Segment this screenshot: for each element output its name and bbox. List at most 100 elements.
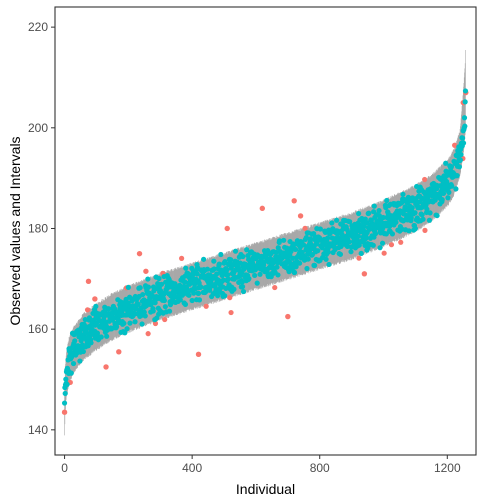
observed-point <box>372 231 379 237</box>
observed-point <box>61 400 68 406</box>
observed-point <box>332 246 338 253</box>
observed-point <box>64 381 70 388</box>
observed-point <box>366 226 372 233</box>
observed-point <box>426 217 433 223</box>
outside-point <box>152 320 159 327</box>
observed-point <box>297 260 303 266</box>
observed-point <box>376 208 382 214</box>
observed-point <box>419 212 425 218</box>
observed-point <box>93 303 99 309</box>
observed-point <box>462 88 469 94</box>
observed-point <box>377 245 383 251</box>
outside-point <box>203 303 209 309</box>
outside-point <box>259 205 266 212</box>
observed-point <box>307 236 314 242</box>
observed-point <box>156 275 162 282</box>
y-tick-label: 200 <box>28 121 48 135</box>
observed-point <box>458 152 464 158</box>
x-tick-label: 1200 <box>434 461 461 475</box>
observed-point <box>434 212 440 219</box>
outside-point <box>103 364 109 370</box>
observed-point <box>315 248 321 254</box>
x-tick-label: 800 <box>310 461 330 475</box>
outside-point <box>84 307 91 313</box>
observed-point <box>158 281 165 287</box>
observed-point <box>409 205 415 211</box>
observed-point <box>186 292 192 298</box>
plot-panel-border <box>54 6 477 456</box>
observed-point <box>371 203 377 209</box>
observed-point <box>231 286 237 292</box>
observed-point <box>189 297 195 304</box>
observed-point <box>288 248 294 254</box>
observed-point <box>462 123 468 129</box>
observed-point <box>383 231 389 237</box>
observed-point <box>106 306 112 312</box>
observed-point <box>154 315 160 321</box>
observed-point <box>408 215 414 221</box>
observed-point <box>113 324 120 330</box>
outside-point <box>228 309 234 316</box>
observed-point <box>127 320 133 326</box>
outside-point <box>61 409 68 415</box>
observed-point <box>305 256 311 262</box>
observed-point <box>384 197 390 204</box>
observed-point <box>132 319 138 325</box>
outside-point <box>452 142 458 148</box>
outside-point <box>227 295 233 301</box>
observed-point <box>456 164 463 170</box>
observed-point <box>446 189 452 195</box>
observed-point <box>177 297 183 303</box>
observed-point <box>448 163 455 170</box>
observed-point <box>157 288 164 294</box>
observed-point <box>461 115 468 121</box>
outside-point <box>291 198 297 204</box>
observed-point <box>449 183 455 189</box>
y-tick-label: 180 <box>28 221 48 235</box>
outside-point <box>136 250 143 257</box>
observed-point <box>276 238 283 244</box>
observed-point <box>225 272 231 278</box>
observed-point <box>337 251 344 257</box>
observed-point <box>440 190 447 197</box>
observed-point <box>304 265 310 272</box>
observed-point <box>275 245 281 251</box>
observed-point <box>293 264 299 270</box>
outside-point <box>356 255 362 261</box>
y-axis: 140 160 180 200 220 <box>28 20 55 437</box>
y-tick-label: 160 <box>28 322 48 336</box>
x-axis: 0 400 800 1200 <box>61 455 461 475</box>
observed-point <box>63 376 69 382</box>
observed-point <box>86 315 93 321</box>
outside-point <box>388 242 395 248</box>
outside-point <box>162 316 168 323</box>
observed-point <box>145 284 152 290</box>
observed-point <box>62 390 68 397</box>
observed-point <box>77 358 83 364</box>
observed-point <box>389 231 396 237</box>
observed-point <box>142 313 148 319</box>
outside-point <box>224 225 230 232</box>
observed-point <box>225 276 231 282</box>
observed-point <box>152 300 158 306</box>
observed-point <box>427 210 433 216</box>
outside-point <box>361 271 368 277</box>
observed-point <box>325 249 331 255</box>
observed-point <box>82 316 88 323</box>
observed-point <box>240 288 247 295</box>
observed-point <box>246 275 252 282</box>
observed-point <box>196 297 203 303</box>
observed-point <box>275 272 281 278</box>
observed-point <box>191 290 197 296</box>
observed-point <box>361 223 367 229</box>
observed-point <box>166 308 173 314</box>
observed-point <box>211 258 217 264</box>
observed-point <box>104 333 110 339</box>
outside-point <box>85 278 92 285</box>
observed-point <box>356 210 362 217</box>
x-tick-label: 0 <box>61 461 68 475</box>
observed-point <box>420 216 426 222</box>
observed-point <box>303 235 309 241</box>
observed-point <box>228 257 234 263</box>
observed-point <box>281 237 287 243</box>
